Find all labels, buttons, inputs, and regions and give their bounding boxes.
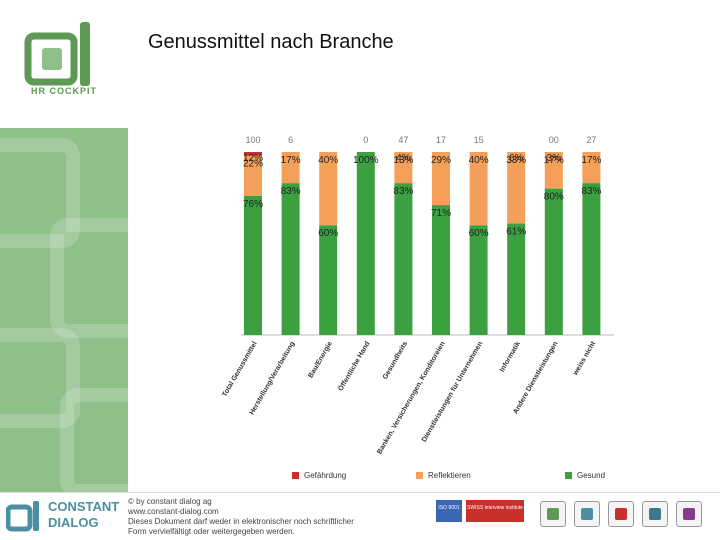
footer-notice-1: Dieses Dokument darf weder in elektronis… (128, 517, 354, 526)
constant-dialog-logo (6, 501, 39, 532)
data-label-top: 4% (396, 153, 411, 164)
n-count-label: 47 (398, 135, 408, 145)
dialog-development-app-icon (642, 501, 668, 527)
bar-segment-reflektieren (244, 155, 262, 196)
legend-label: Gesund (577, 471, 605, 480)
data-label-reflektieren: 13% (393, 155, 413, 166)
category-label: Banken, Versicherungen, Konditoreien (376, 341, 446, 456)
n-count-label: 6 (288, 135, 293, 145)
n-count-label: 100 (245, 135, 260, 145)
data-label-gesund: 80% (544, 192, 564, 203)
bar-segment-reflektieren (544, 152, 563, 189)
data-label-gesund: 60% (318, 228, 338, 239)
n-count-label: 17 (436, 135, 446, 145)
n-count-label: 0 (363, 135, 368, 145)
category-label: Herstellung/Verarbeitung (249, 341, 297, 417)
data-label-reflektieren: 22% (243, 159, 263, 170)
legend-swatch-reflektieren (416, 472, 423, 479)
data-label-gesund: 61% (506, 226, 526, 237)
data-label-reflektieren: 17% (544, 155, 564, 166)
data-label-reflektieren: 17% (581, 155, 601, 166)
bar-segment-reflektieren (281, 152, 300, 184)
bar-segment-reflektieren (432, 152, 450, 206)
sidebar: HR COCKPIT (0, 0, 128, 492)
category-label: Gesundheits (382, 340, 409, 380)
data-label-reflektieren: 40% (318, 155, 338, 166)
footer-brand-line2: DIALOG (48, 515, 99, 530)
data-label-gesund: 83% (581, 186, 601, 197)
legend-label: Reflektieren (428, 471, 471, 480)
hr-cockpit-logo (24, 22, 90, 86)
bar-segment-gesund (319, 225, 338, 335)
category-label: Dienstleistungen für Unternehmen (421, 341, 484, 444)
data-label-gesund: 60% (469, 228, 489, 239)
n-count-label: 15 (474, 135, 484, 145)
footer-copyright: © by constant dialog ag (128, 497, 212, 506)
bar-segment-reflektieren (319, 152, 338, 226)
logo-label: HR COCKPIT (31, 86, 97, 96)
page-title: Genussmittel nach Branche (148, 31, 394, 53)
bar-segment-gesund (507, 223, 526, 335)
stacked-bar-chart: 100 6 0 47 17 15 00 27 76% 22%12% Total Genussmitt… (221, 135, 614, 480)
n-count-label: 27 (586, 135, 596, 145)
bar-segment-gesund (356, 152, 375, 335)
data-label-gesund: 83% (281, 186, 301, 197)
category-label: Informatik (499, 340, 522, 373)
footer-notice-2: Form vervielfältigt oder weitergegeben w… (128, 527, 295, 536)
category-label: Bau/Energie (307, 340, 334, 379)
data-label-reflektieren: 33% (506, 155, 526, 166)
iso-badge: ISO 9001 (436, 500, 462, 522)
bar-segment-gefaehrdung (244, 152, 262, 156)
bar-segment-reflektieren (469, 152, 488, 226)
n-count-label: 00 (549, 135, 559, 145)
data-label-reflektieren: 17% (281, 155, 301, 166)
bar-segment-gesund (469, 225, 488, 335)
bar-segment-reflektieren (394, 152, 413, 184)
category-label: Total Genussmittel (221, 340, 258, 398)
data-label-top: 12% (243, 153, 263, 164)
footer-brand-line1: CONSTANT (48, 499, 120, 514)
bar-segment-gesund (432, 205, 450, 335)
bar-segment-gesund (394, 183, 413, 335)
legend-swatch-gesund (565, 472, 572, 479)
customer-cockpit-app-icon (574, 501, 600, 527)
category-label: Öffentliche Hand (336, 340, 372, 393)
legend-swatch-gefaehrdung (292, 472, 299, 479)
sidebar-pattern (0, 128, 128, 492)
data-label-gesund: 83% (393, 186, 413, 197)
data-label-reflektieren: 29% (431, 155, 451, 166)
legend-label: Gefährdung (304, 471, 346, 480)
data-label-gesund: 76% (243, 199, 263, 210)
bar-segment-reflektieren (507, 152, 526, 224)
bar-segment-reflektieren (582, 152, 601, 184)
data-label-gesund: 71% (431, 208, 451, 219)
data-label-top: 6% (509, 153, 524, 164)
data-label-top: 3% (547, 153, 562, 164)
hr-cockpit-app-icon (540, 501, 566, 527)
footer: CONSTANT DIALOG © by constant dialog ag … (0, 492, 720, 540)
dialog-app-icon-purple (676, 501, 702, 527)
data-label-gesund: 100% (353, 155, 379, 166)
bar-segment-gesund (544, 188, 563, 335)
cockpit-app-icon-red (608, 501, 634, 527)
bar-segment-gesund (281, 183, 300, 335)
category-label: Andere Dienstleistungen (512, 341, 559, 416)
bar-segment-gesund (244, 195, 262, 335)
footer-website: www.constant-dialog.com (128, 507, 219, 516)
bar-segment-gesund (582, 183, 601, 335)
category-label: weiss nicht (572, 340, 598, 378)
swiss-interview-badge: SWISS interview institute (466, 500, 524, 522)
data-label-reflektieren: 40% (469, 155, 489, 166)
